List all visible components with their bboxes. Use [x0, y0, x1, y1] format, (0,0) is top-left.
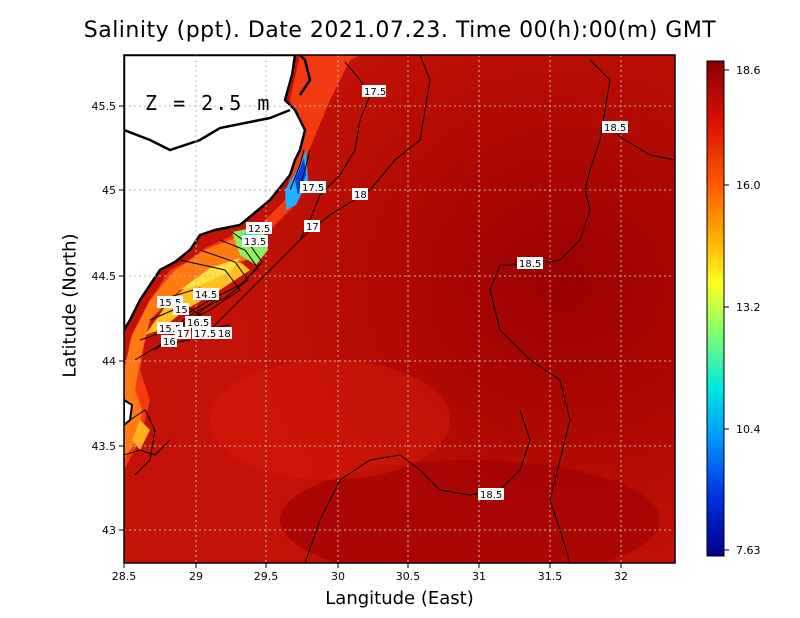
colorbar-labels: 18.6 16.0 13.2 10.4 7.63 [736, 64, 761, 557]
colorbar-label: 10.4 [736, 423, 761, 436]
map-title: Salinity (ppt). Date 2021.07.23. Time 00… [83, 18, 717, 43]
contour-label: 17 [306, 222, 319, 233]
y-tick-label: 43.5 [92, 440, 117, 453]
coastal-plume [124, 55, 360, 470]
x-tick-label: 29 [189, 570, 203, 583]
y-tick-labels: 45.5 45 44.5 44 43.5 43 [92, 100, 117, 537]
contour-label: 18.5 [604, 123, 626, 134]
y-tick-label: 43 [102, 524, 116, 537]
contour-label: 17.5 [364, 87, 386, 98]
x-axis-label: Langitude (East) [325, 588, 474, 609]
contour-label: 13.5 [244, 237, 266, 248]
contour-label: 18 [354, 190, 367, 201]
colorbar [706, 60, 725, 557]
x-tick-label: 31.5 [538, 570, 563, 583]
colorbar-label: 13.2 [736, 301, 761, 314]
contour-label: 17.5 [194, 329, 216, 340]
x-tick-label: 30 [331, 570, 345, 583]
colorbar-label: 7.63 [736, 544, 761, 557]
y-tick-label: 45.5 [92, 100, 117, 113]
y-tick-label: 44.5 [92, 270, 117, 283]
colorbar-label: 18.6 [736, 64, 761, 77]
land-mass [124, 55, 307, 333]
depth-label: Z = 2.5 m [145, 91, 271, 115]
y-tick-label: 45 [102, 184, 116, 197]
x-tick-label: 28.5 [112, 570, 137, 583]
contour-label: 17 [177, 329, 190, 340]
contour-label: 15.5 [159, 298, 181, 309]
y-axis-label: Latitude (North) [59, 233, 81, 378]
contour-label: 15 [175, 305, 188, 316]
x-tick-labels: 28.5 29 29.5 30 30.5 31 31.5 32 [112, 570, 628, 583]
contour-label: 18.5 [480, 490, 502, 501]
colorbar-label: 16.0 [736, 179, 761, 192]
map-panel: 17.5 18.5 17.5 18 17 12.5 13.5 18.5 14.5… [124, 55, 675, 563]
contour-label: 14.5 [195, 290, 217, 301]
x-tick-label: 29.5 [254, 570, 279, 583]
x-tick-label: 32 [614, 570, 628, 583]
contour-label: 17.5 [302, 183, 324, 194]
contour-label: 18.5 [519, 259, 541, 270]
contour-label: 12.5 [248, 224, 270, 235]
contour-label: 18 [218, 329, 231, 340]
axis-ticks [119, 105, 622, 568]
contour-labels: 17.5 18.5 17.5 18 17 12.5 13.5 18.5 14.5… [157, 85, 628, 501]
contour-label: 15.5 [159, 324, 181, 335]
grid [124, 55, 675, 563]
contour-label: 16 [163, 337, 176, 348]
contour-label: 16.5 [187, 318, 209, 329]
x-tick-label: 31 [472, 570, 486, 583]
y-tick-label: 44 [102, 355, 116, 368]
x-tick-label: 30.5 [396, 570, 421, 583]
map-frame [123, 54, 676, 564]
